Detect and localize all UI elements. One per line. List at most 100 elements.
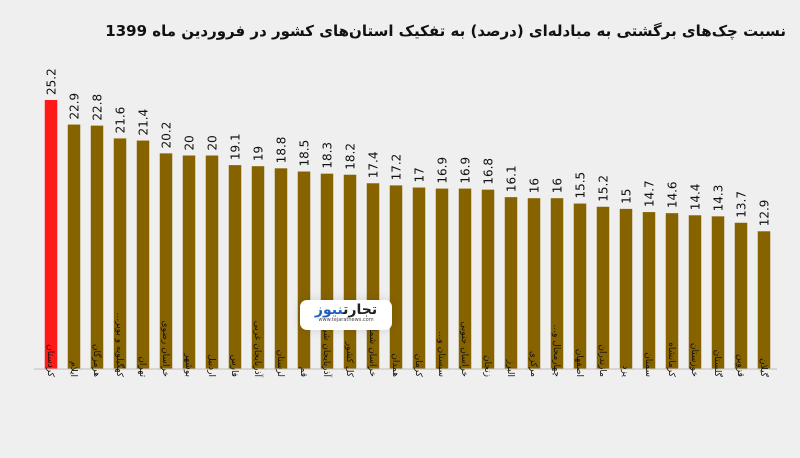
value-label-4: 21.4	[137, 109, 151, 136]
value-label-30: 13.7	[735, 191, 749, 218]
bar-2	[90, 125, 104, 370]
bar-22	[550, 198, 564, 369]
value-label-6: 20	[183, 135, 197, 150]
value-label-8: 19.1	[229, 133, 243, 160]
bar-6	[182, 155, 196, 369]
watermark-logo-part2: نیوز	[314, 302, 344, 318]
bar-1	[67, 124, 81, 369]
value-label-31: 12.9	[758, 200, 772, 227]
category-label-0: کردستان	[45, 344, 55, 378]
category-label-21: مرکزی	[528, 351, 538, 377]
category-label-28: خوزستان	[689, 343, 699, 377]
value-label-13: 18.2	[344, 143, 358, 170]
category-label-19: زنجان	[482, 355, 492, 377]
category-label-16: کرمان	[413, 354, 423, 378]
bar-26	[642, 212, 656, 369]
value-label-16: 17	[413, 167, 427, 182]
bar-15	[389, 185, 403, 369]
category-label-14: خراسان شمالی	[367, 318, 377, 377]
value-label-10: 18.8	[275, 137, 289, 164]
bar-3	[113, 138, 127, 369]
category-labels-layer: کردستان ایلام هرمزگان کهگیلویه و بویر... تهر…	[45, 313, 770, 378]
value-label-18: 16.9	[459, 157, 473, 184]
value-labels-layer: 25.2 22.9 22.8 21.6 21.4 20.2 20 20 19.1 19 18.8 18…	[45, 68, 772, 226]
category-label-15: همدان	[390, 353, 400, 377]
category-label-4: تهران	[137, 356, 147, 377]
value-label-3: 21.6	[114, 107, 128, 134]
value-label-23: 15.5	[574, 172, 588, 199]
bar-28	[688, 215, 702, 369]
value-label-15: 17.2	[390, 154, 404, 181]
bar-8	[228, 165, 242, 369]
value-label-19: 16.8	[482, 158, 496, 185]
bar-23	[573, 203, 587, 369]
bar-30	[734, 222, 748, 369]
value-label-5: 20.2	[160, 122, 174, 149]
value-label-25: 15	[620, 189, 634, 204]
category-label-29: گلستان	[712, 350, 724, 378]
value-label-26: 14.7	[643, 180, 657, 207]
bar-11	[297, 171, 311, 369]
bar-13	[343, 174, 357, 369]
bar-27	[665, 213, 679, 369]
value-label-12: 18.3	[321, 142, 335, 169]
category-label-27: کرمانشاه	[666, 342, 676, 378]
bar-0	[44, 100, 58, 369]
category-label-17: سیستان و...	[436, 331, 446, 377]
bar-16	[412, 187, 426, 369]
category-label-18: خراسان جنوبی	[459, 321, 469, 377]
category-label-25: یزد	[620, 366, 630, 378]
bar-31	[757, 231, 771, 369]
bar-5	[159, 153, 173, 369]
value-label-2: 22.8	[91, 94, 105, 121]
bar-9	[251, 166, 265, 369]
category-label-23: اصفهان	[574, 349, 584, 377]
category-label-1: ایلام	[68, 361, 78, 377]
bar-29	[711, 216, 725, 369]
category-label-3: کهگیلویه و بویر...	[114, 313, 126, 378]
value-label-11: 18.5	[298, 140, 312, 167]
bar-7	[205, 155, 219, 369]
value-label-27: 14.6	[666, 181, 680, 208]
category-label-31: گیلان	[758, 358, 770, 378]
category-label-11: قم	[298, 367, 308, 377]
bar-18	[458, 188, 472, 369]
category-label-9: آذربایجان غربی	[252, 321, 264, 378]
category-label-30: قزوین	[735, 354, 745, 377]
bar-10	[274, 168, 288, 369]
value-label-22: 16	[551, 178, 565, 193]
value-label-24: 15.2	[597, 175, 611, 202]
bar-17	[435, 188, 449, 369]
value-label-7: 20	[206, 135, 220, 150]
value-label-28: 14.4	[689, 184, 703, 211]
category-label-5: خراسان رضوی	[160, 321, 170, 377]
watermark-logo-part1: تجارت	[343, 302, 378, 318]
value-label-0: 25.2	[45, 68, 59, 95]
bar-21	[527, 198, 541, 369]
value-label-9: 19	[252, 146, 266, 161]
bar-20	[504, 197, 518, 369]
category-label-13: کل کشور	[344, 341, 354, 378]
category-label-22: چهارمحال و...	[551, 324, 561, 377]
bar-25	[619, 208, 633, 369]
chart-title: نسبت چک‌های برگشتی به مبادله‌ای (درصد) ب…	[105, 22, 786, 40]
category-label-7: اردبیل	[206, 354, 216, 377]
category-label-24: مازندران	[597, 344, 607, 377]
category-label-26: سمنان	[643, 352, 653, 377]
watermark-url: www.tejaratnews.com	[318, 317, 374, 323]
category-label-10: لرستان	[275, 350, 285, 377]
value-label-1: 22.9	[68, 93, 82, 120]
value-label-21: 16	[528, 178, 542, 193]
value-label-20: 16.1	[505, 165, 519, 192]
bar-24	[596, 206, 610, 369]
category-label-8: فارس	[229, 355, 239, 377]
value-label-29: 14.3	[712, 185, 726, 212]
value-label-14: 17.4	[367, 152, 381, 179]
category-label-6: بوشهر	[183, 352, 193, 377]
category-label-20: البرز	[505, 359, 515, 377]
category-label-12: آذربایجان شرقی	[321, 316, 333, 377]
bars-layer	[44, 100, 771, 370]
category-label-2: هرمزگان	[91, 344, 103, 377]
